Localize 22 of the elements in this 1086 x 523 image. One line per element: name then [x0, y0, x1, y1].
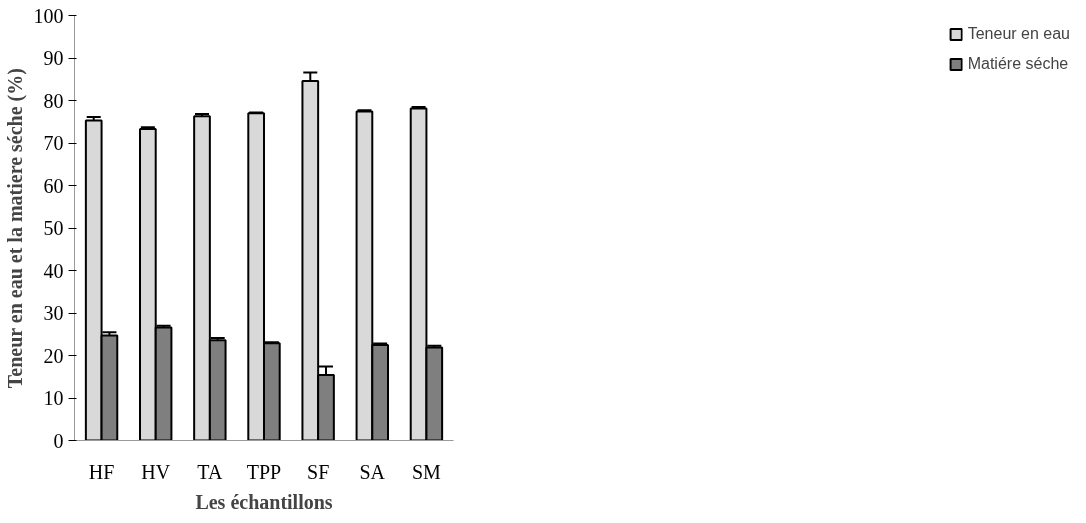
x-tick-label: TPP: [246, 460, 282, 483]
x-tick-label: TA: [197, 460, 223, 483]
y-tick-label: 50: [43, 217, 64, 239]
y-tick-label: 100: [33, 4, 64, 27]
y-tick-label: 30: [43, 302, 64, 324]
y-tick-label: 60: [43, 174, 64, 197]
x-tick-label: SF: [307, 460, 330, 483]
x-tick-label: SA: [359, 460, 386, 483]
x-tick-label: SM: [411, 460, 442, 483]
x-tick-label: HV: [141, 460, 171, 483]
x-tick-label: HF: [88, 460, 115, 483]
y-tick-label: 0: [53, 429, 64, 452]
x-axis-title: Les échantillons: [195, 490, 333, 513]
y-tick-label: 90: [43, 47, 64, 69]
legend-label: Matiére séche: [967, 55, 1069, 73]
y-tick-label: 70: [43, 132, 64, 154]
y-tick-label: 10: [43, 387, 64, 409]
y-tick-label: 20: [43, 344, 64, 367]
y-tick-label: 80: [43, 89, 64, 112]
legend-label: Teneur en eau: [967, 25, 1070, 43]
y-tick-label: 40: [43, 259, 64, 282]
y-axis-title: Teneur en eau et la matiere séche (%): [3, 68, 27, 389]
